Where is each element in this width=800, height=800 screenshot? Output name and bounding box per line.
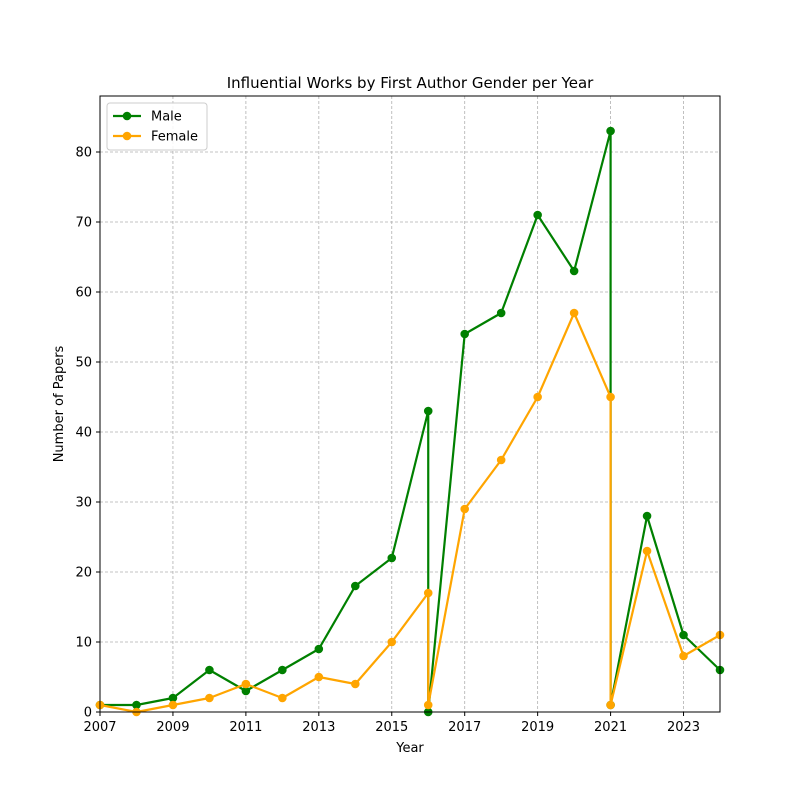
data-point-male	[168, 693, 178, 703]
data-point-male	[387, 553, 397, 563]
data-point-female	[314, 672, 324, 682]
legend-box	[106, 102, 208, 151]
data-point-female	[350, 679, 360, 689]
x-tick-label: 2023	[667, 720, 700, 735]
data-point-male	[606, 126, 615, 136]
series-layer	[95, 126, 725, 717]
plot-frame	[99, 95, 721, 713]
data-point-female	[679, 651, 688, 661]
series-male	[95, 126, 725, 717]
y-tick-label: 30	[75, 496, 92, 511]
data-point-female	[423, 588, 433, 598]
legend-marker-male	[122, 111, 132, 121]
x-tick-label: 2011	[229, 720, 262, 735]
y-tick-label: 10	[75, 636, 92, 651]
data-point-male	[132, 700, 141, 710]
data-point-female	[606, 700, 615, 710]
x-tick-label: 2007	[83, 720, 116, 735]
y-tick-label: 20	[75, 566, 92, 581]
legend-marker-female	[122, 131, 132, 141]
data-point-female	[278, 693, 287, 703]
y-tick-label: 0	[84, 706, 92, 721]
data-point-male	[496, 308, 506, 318]
legend: Male Female	[106, 102, 208, 151]
data-point-female	[168, 700, 178, 710]
data-point-male	[423, 406, 433, 416]
data-point-male	[241, 686, 251, 696]
data-point-female	[496, 455, 506, 465]
x-tick-label: 2017	[448, 720, 481, 735]
data-point-female	[460, 504, 470, 514]
y-tick-label: 40	[75, 426, 92, 441]
y-tick-label: 80	[75, 146, 92, 161]
legend-label-male: Male	[151, 110, 182, 125]
data-point-male	[679, 630, 688, 640]
legend-label-female: Female	[151, 130, 198, 145]
data-point-male	[205, 665, 214, 675]
y-tick-label: 70	[75, 216, 92, 231]
y-tick-label: 60	[75, 286, 92, 301]
data-point-male	[642, 511, 652, 521]
x-tick-label: 2015	[375, 720, 408, 735]
data-point-female	[423, 700, 433, 710]
data-point-male	[569, 266, 579, 276]
data-point-female	[241, 679, 251, 689]
data-point-male	[533, 210, 542, 220]
series-line-male	[100, 129, 721, 714]
data-point-female	[569, 308, 579, 318]
data-point-female	[606, 392, 615, 402]
data-point-female	[533, 392, 542, 402]
series-female	[95, 308, 725, 717]
ticks-layer: 2007 2009 2011 2013 2015 2017 2019 2021 2023 0 10 2…	[75, 146, 700, 736]
x-tick-label: 2021	[594, 720, 627, 735]
data-point-male	[350, 581, 360, 591]
x-axis-label: Year	[395, 741, 424, 756]
data-point-male	[460, 329, 470, 339]
y-axis-label: Number of Papers	[52, 345, 67, 462]
data-point-male	[278, 665, 287, 675]
data-point-female	[387, 637, 397, 647]
x-tick-label: 2019	[521, 720, 554, 735]
y-tick-label: 50	[75, 356, 92, 371]
chart-title: Influential Works by First Author Gender…	[227, 74, 594, 92]
x-tick-label: 2013	[302, 720, 335, 735]
x-tick-label: 2009	[156, 720, 189, 735]
data-point-female	[205, 693, 214, 703]
data-point-female	[642, 546, 652, 556]
series-line-female	[99, 311, 721, 714]
data-point-male	[314, 644, 324, 654]
